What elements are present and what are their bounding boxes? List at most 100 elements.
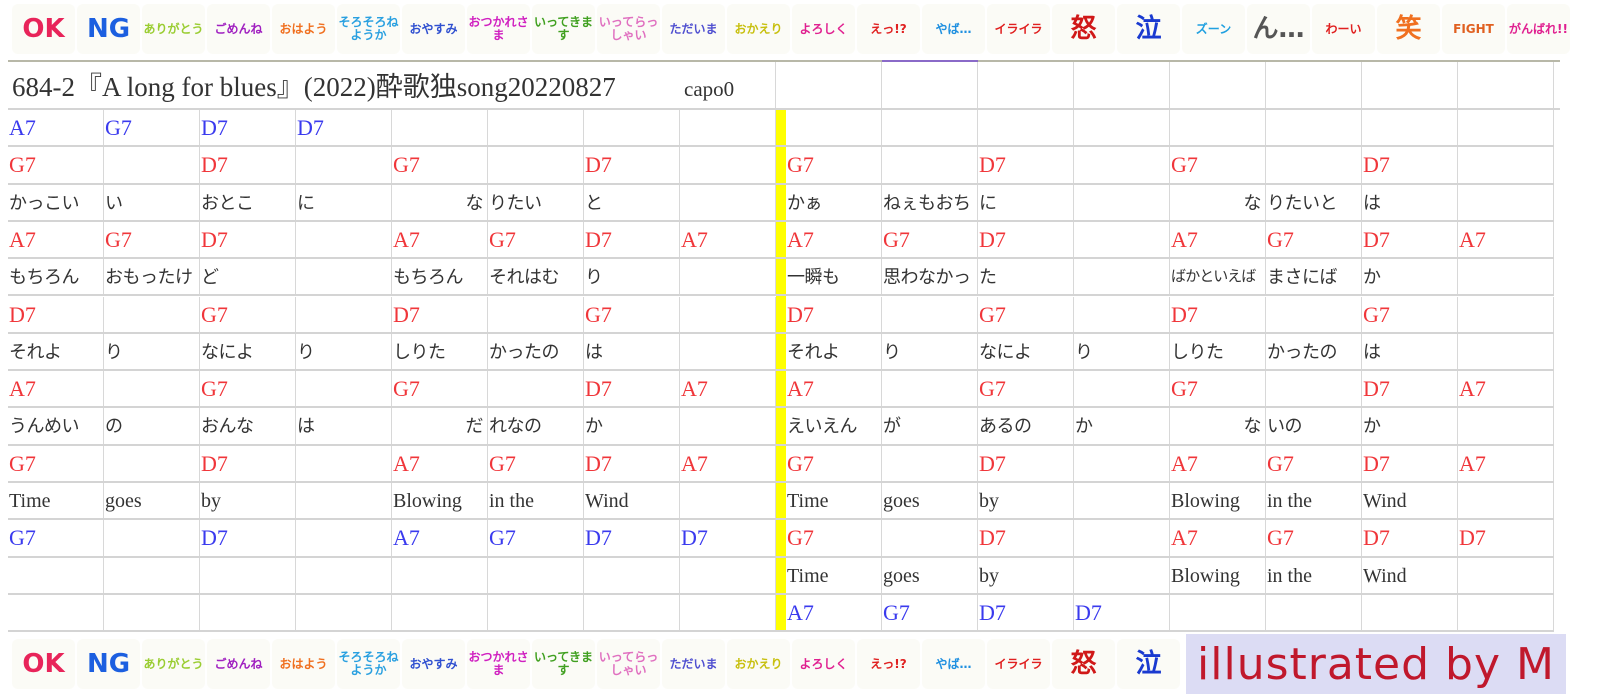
lyric-cell[interactable]: Blowing (1170, 483, 1266, 519)
lyric-cell[interactable] (1074, 483, 1170, 519)
chord-cell[interactable]: D7 (584, 221, 680, 258)
chord-cell[interactable] (104, 147, 200, 183)
chord-cell[interactable]: D7 (200, 147, 296, 183)
chord-cell[interactable]: A7 (8, 221, 104, 258)
chord-cell[interactable]: D7 (584, 147, 680, 183)
lyric-cell[interactable]: は (1362, 333, 1458, 370)
lyric-cell[interactable]: かっこい (8, 184, 104, 220)
lyric-cell[interactable] (1458, 184, 1554, 220)
chord-cell[interactable] (488, 110, 584, 146)
lyric-cell[interactable]: ど (200, 259, 296, 295)
lyric-cell[interactable] (786, 110, 882, 146)
lyric-cell[interactable]: は (296, 408, 392, 444)
lyric-cell[interactable]: だ (392, 408, 488, 444)
chord-cell[interactable]: G7 (8, 147, 104, 183)
lyric-cell[interactable]: り (584, 259, 680, 295)
lyric-cell[interactable] (1074, 557, 1170, 593)
lyric-cell[interactable] (1458, 333, 1554, 370)
chord-cell[interactable]: D7 (1362, 147, 1458, 183)
chord-cell[interactable]: A7 (1170, 221, 1266, 258)
lyric-cell[interactable] (296, 483, 392, 519)
chord-cell[interactable]: G7 (488, 221, 584, 258)
chord-cell[interactable]: D7 (584, 445, 680, 481)
chord-cell[interactable]: G7 (104, 221, 200, 258)
chord-cell[interactable]: A7 (680, 371, 776, 407)
lyric-cell[interactable]: り (1074, 333, 1170, 370)
lyric-cell[interactable]: か (1362, 259, 1458, 295)
chord-cell[interactable] (1458, 594, 1554, 631)
chord-cell[interactable]: D7 (200, 110, 296, 146)
lyric-cell[interactable]: い (104, 184, 200, 220)
lyric-cell[interactable]: か (1074, 408, 1170, 444)
lyric-cell[interactable] (200, 557, 296, 593)
lyric-cell[interactable] (1170, 110, 1266, 146)
chord-cell[interactable]: A7 (1170, 445, 1266, 481)
chord-cell[interactable] (488, 296, 584, 332)
chord-cell[interactable] (392, 110, 488, 146)
lyric-cell[interactable] (680, 594, 776, 631)
chord-cell[interactable] (1266, 296, 1362, 332)
lyric-cell[interactable] (680, 557, 776, 593)
lyric-cell[interactable]: in the (1266, 483, 1362, 519)
lyric-cell[interactable] (488, 557, 584, 593)
chord-cell[interactable] (882, 520, 978, 556)
chord-cell[interactable]: A7 (786, 371, 882, 407)
lyric-cell[interactable]: り (882, 333, 978, 370)
chord-cell[interactable] (104, 296, 200, 332)
chord-cell[interactable]: G7 (1170, 147, 1266, 183)
capo-label[interactable]: capo0 (680, 62, 776, 108)
chord-cell[interactable] (296, 296, 392, 332)
lyric-cell[interactable]: in the (1266, 557, 1362, 593)
cell[interactable] (1266, 62, 1362, 108)
lyric-cell[interactable]: うんめい (8, 408, 104, 444)
chord-cell[interactable]: D7 (1458, 520, 1554, 556)
lyric-cell[interactable]: は (1362, 184, 1458, 220)
cell[interactable] (1170, 62, 1266, 108)
chord-cell[interactable] (882, 371, 978, 407)
chord-cell[interactable]: D7 (978, 221, 1074, 258)
lyric-cell[interactable]: goes (104, 483, 200, 519)
lyric-cell[interactable]: の (104, 408, 200, 444)
lyric-cell[interactable]: 思わなかっ (882, 259, 978, 295)
chord-cell[interactable] (1074, 147, 1170, 183)
lyric-cell[interactable] (1074, 259, 1170, 295)
chord-cell[interactable]: G7 (392, 371, 488, 407)
lyric-cell[interactable] (1458, 408, 1554, 444)
lyric-cell[interactable]: Wind (1362, 557, 1458, 593)
lyric-cell[interactable]: な (1170, 184, 1266, 220)
chord-cell[interactable] (1458, 296, 1554, 332)
chord-cell[interactable]: G7 (1266, 221, 1362, 258)
lyric-cell[interactable]: Time (8, 483, 104, 519)
chord-cell[interactable]: D7 (1074, 594, 1170, 631)
cell[interactable] (882, 62, 978, 108)
lyric-cell[interactable] (1458, 110, 1554, 146)
lyric-cell[interactable] (1266, 110, 1362, 146)
lyric-cell[interactable]: goes (882, 557, 978, 593)
cell[interactable] (1458, 62, 1554, 108)
cell[interactable] (978, 62, 1074, 108)
chord-cell[interactable] (104, 445, 200, 481)
lyric-cell[interactable]: なによ (200, 333, 296, 370)
song-title[interactable]: 684-2『A long for blues』(2022)酔歌独song2022… (12, 72, 616, 102)
lyric-cell[interactable] (296, 594, 392, 631)
lyric-cell[interactable] (296, 259, 392, 295)
lyric-cell[interactable]: に (296, 184, 392, 220)
chord-cell[interactable]: A7 (1458, 445, 1554, 481)
lyric-cell[interactable]: それはむ (488, 259, 584, 295)
chord-cell[interactable]: D7 (392, 296, 488, 332)
chord-cell[interactable]: D7 (1362, 221, 1458, 258)
chord-cell[interactable]: D7 (786, 296, 882, 332)
lyric-cell[interactable]: かったの (1266, 333, 1362, 370)
chord-cell[interactable]: G7 (978, 296, 1074, 332)
lyric-cell[interactable]: な (392, 184, 488, 220)
chord-cell[interactable]: G7 (104, 110, 200, 146)
lyric-cell[interactable]: か (1362, 408, 1458, 444)
lyric-cell[interactable]: かったの (488, 333, 584, 370)
chord-cell[interactable]: A7 (8, 110, 104, 146)
chord-cell[interactable] (488, 147, 584, 183)
chord-cell[interactable]: G7 (786, 147, 882, 183)
lyric-cell[interactable]: おとこ (200, 184, 296, 220)
chord-cell[interactable] (104, 371, 200, 407)
chord-cell[interactable]: G7 (488, 445, 584, 481)
lyric-cell[interactable]: Time (786, 483, 882, 519)
